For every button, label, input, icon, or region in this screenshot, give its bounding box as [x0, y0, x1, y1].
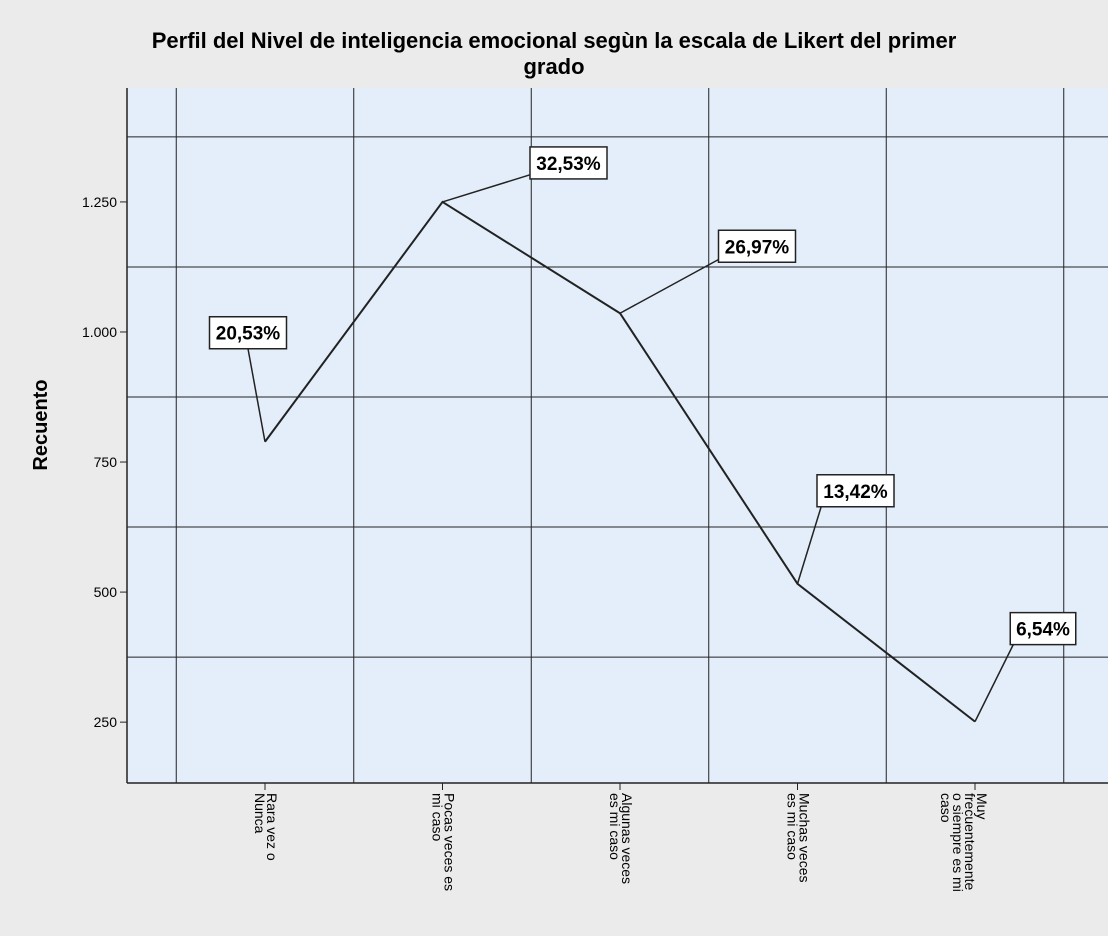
data-label-box [816, 474, 895, 508]
x-tick-label: caso [938, 793, 954, 823]
chart-title: Perfil del Nivel de inteligencia emocion… [152, 28, 957, 53]
leader-line [974, 638, 1017, 722]
data-label-box [717, 229, 797, 264]
x-tick-label: Muy [974, 793, 990, 819]
leader-line [442, 172, 537, 203]
data-label: 13,42% [823, 482, 888, 503]
plot-area [127, 88, 1108, 783]
y-tick-label: 1.000 [82, 324, 117, 340]
x-tick-label: Nunca [252, 793, 268, 834]
y-tick-label: 1.250 [82, 194, 117, 210]
y-tick-label: 500 [94, 584, 118, 600]
x-tick-label: o siempre es mi [950, 793, 966, 892]
data-label: 26,97% [725, 237, 790, 258]
leader-line [796, 500, 824, 584]
x-tick-label: Rara vez o [264, 793, 280, 861]
y-tick-label: 250 [94, 714, 118, 730]
leader-line [619, 255, 725, 314]
x-tick-label: Algunas veces [619, 793, 635, 884]
line [264, 200, 976, 723]
leader-line [247, 348, 266, 442]
data-label-box [529, 146, 608, 180]
x-tick-label: es mi caso [785, 793, 801, 860]
x-tick-label: mi caso [430, 793, 446, 841]
x-tick-label: Muchas veces [797, 793, 813, 882]
x-tick-label: es mi caso [607, 793, 623, 860]
data-label: 32,53% [536, 154, 601, 175]
y-tick-label: 750 [94, 454, 118, 470]
data-label: 6,54% [1016, 620, 1070, 641]
data-label-box [208, 315, 288, 350]
x-tick-label: Pocas veces es [442, 793, 458, 891]
data-label-box [1009, 611, 1077, 646]
data-label: 20,53% [216, 324, 281, 345]
x-tick-label: frecuentemente [962, 793, 978, 890]
chart-title: grado [523, 54, 584, 79]
y-axis-label: Recuento [30, 379, 52, 470]
